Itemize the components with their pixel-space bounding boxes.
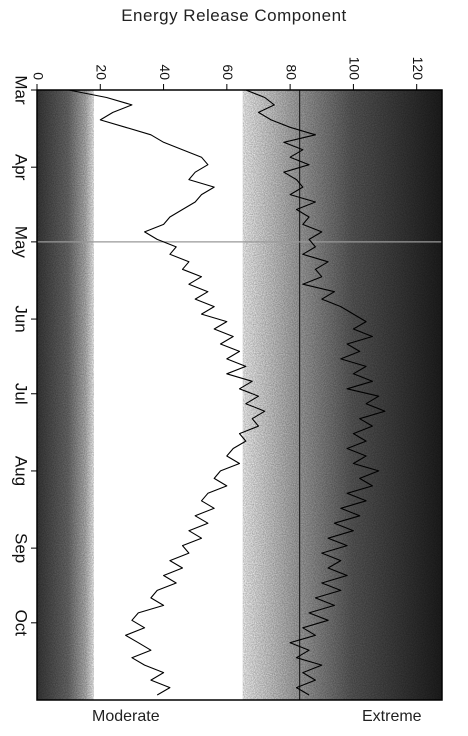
value-tick-label-100: 100 — [347, 57, 363, 81]
plot-frame — [36, 89, 443, 701]
month-label-sep: Sep — [12, 533, 31, 563]
band-grain-2 — [242, 90, 442, 700]
month-label-jul: Jul — [12, 383, 31, 405]
value-tick-label-60: 60 — [220, 64, 236, 80]
value-tick-label-0: 0 — [30, 72, 46, 80]
plot-background — [37, 90, 442, 700]
month-label-aug: Aug — [12, 456, 31, 486]
month-axis: Mar Apr May Jun Jul Aug Sep Oct — [12, 75, 37, 636]
month-label-oct: Oct — [12, 610, 31, 637]
value-tick-label-120: 120 — [410, 57, 426, 81]
chart-title: Energy Release Component — [121, 6, 347, 25]
value-axis: 0 20 40 60 80 100 120 — [30, 57, 426, 90]
band-1 — [93, 90, 243, 700]
month-label-apr: Apr — [12, 154, 31, 181]
month-label-jun: Jun — [12, 305, 31, 332]
band-grain-0 — [37, 90, 94, 700]
extreme-label: Extreme — [362, 708, 422, 725]
value-tick-label-40: 40 — [157, 64, 173, 80]
series-line-lower — [68, 89, 266, 696]
moderate-label: Moderate — [92, 708, 160, 725]
month-label-mar: Mar — [12, 75, 31, 105]
series-line-upper — [245, 89, 386, 696]
value-tick-label-20: 20 — [94, 64, 110, 80]
series-lines — [68, 89, 386, 696]
value-tick-label-80: 80 — [283, 64, 299, 80]
reference-lines — [37, 90, 442, 700]
month-label-may: May — [12, 226, 31, 259]
